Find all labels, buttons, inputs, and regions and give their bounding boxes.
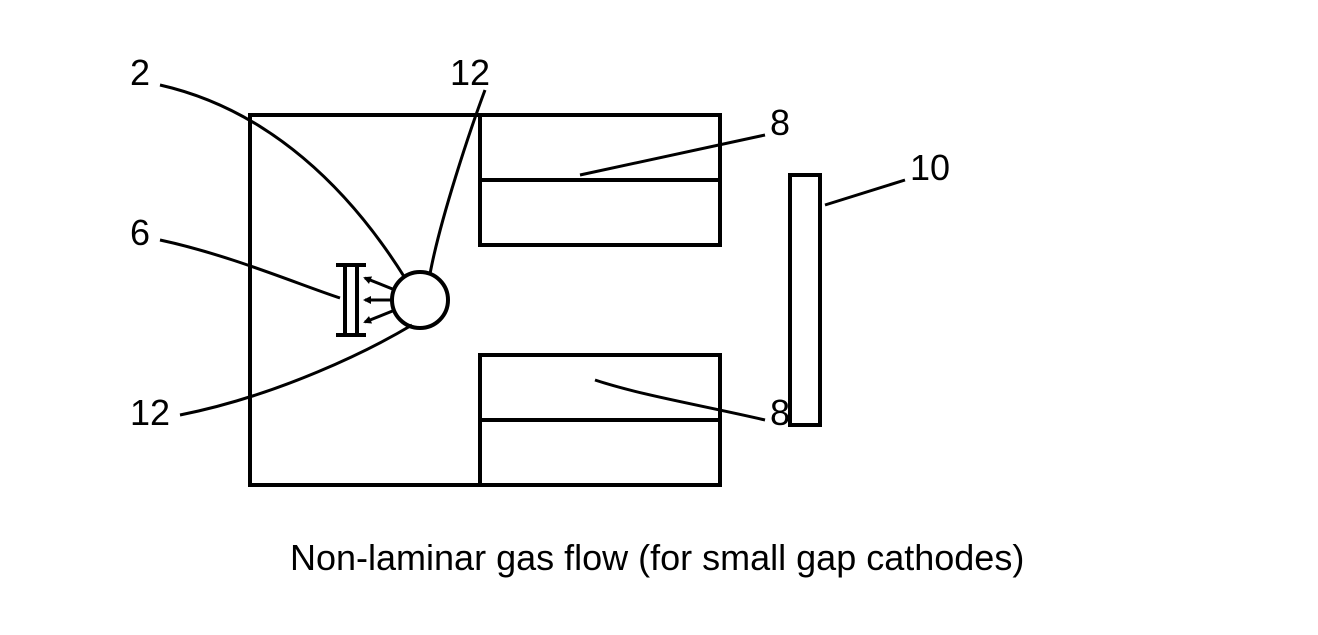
label-10: 10	[910, 147, 950, 188]
leader-10	[825, 180, 905, 205]
label-12a: 12	[450, 52, 490, 93]
shapes-layer	[250, 115, 820, 485]
leader-12a	[430, 90, 485, 274]
label-6: 6	[130, 212, 150, 253]
substrate-bar	[790, 175, 820, 425]
diagram-canvas: 2 12 8 10 6 12 8 Non-laminar gas flow (for sma…	[0, 0, 1318, 635]
outer-box	[250, 115, 720, 485]
diagram-caption: Non-laminar gas flow (for small gap cath…	[290, 537, 1024, 578]
cathode-plate	[345, 265, 357, 335]
leader-lines-layer	[160, 85, 905, 420]
flow-arrow-2	[365, 310, 395, 322]
labels-layer: 2 12 8 10 6 12 8	[130, 52, 950, 433]
label-8b: 8	[770, 392, 790, 433]
gas-source-circle	[392, 272, 448, 328]
label-8a: 8	[770, 102, 790, 143]
leader-12b	[180, 325, 412, 415]
label-2: 2	[130, 52, 150, 93]
flow-arrow-0	[365, 278, 395, 290]
label-12b: 12	[130, 392, 170, 433]
leader-8a	[580, 135, 765, 175]
leader-8b	[595, 380, 765, 420]
